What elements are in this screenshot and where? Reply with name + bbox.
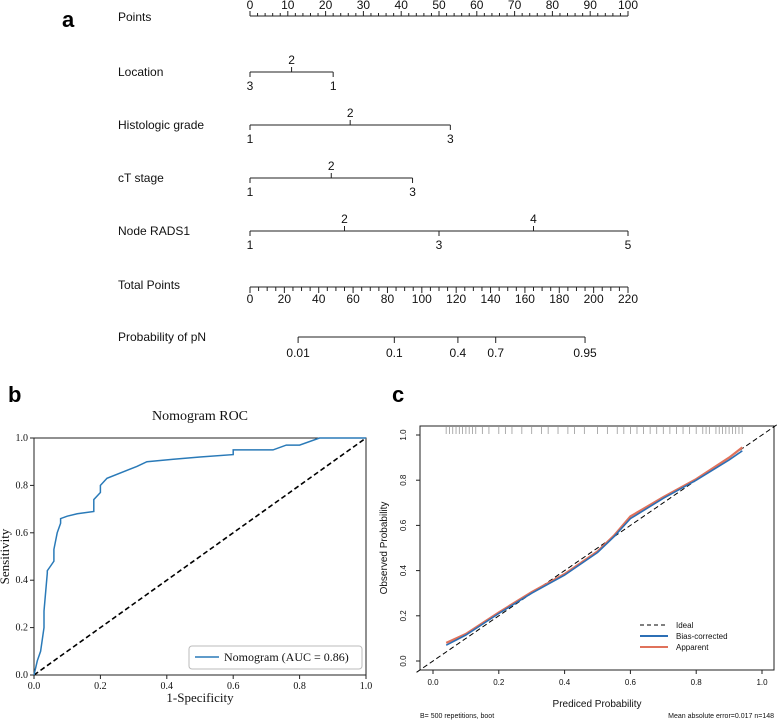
- x-tick-label: 0.4: [161, 681, 174, 692]
- y-tick-label: 0.2: [16, 623, 29, 634]
- x-tick-label: 0.4: [559, 678, 571, 687]
- variable-label: Histologic grade: [118, 118, 204, 132]
- x-tick-label: 1.0: [756, 678, 768, 687]
- total-tick-label: 80: [381, 292, 395, 306]
- roc-curve: [33, 437, 366, 676]
- calibration-y-label: Observed Probability: [379, 502, 390, 595]
- points-tick-label: 20: [319, 0, 333, 12]
- total-tick-label: 220: [618, 292, 638, 306]
- y-tick-label: 0.0: [399, 655, 408, 667]
- total-tick-label: 140: [481, 292, 501, 306]
- total-tick-label: 100: [412, 292, 432, 306]
- ideal-line: [416, 424, 777, 673]
- legend-ideal-label: Ideal: [676, 621, 694, 630]
- x-tick-label: 0.6: [227, 681, 240, 692]
- total-tick-label: 200: [584, 292, 604, 306]
- roc-legend-box: [188, 645, 363, 670]
- probability-tick-label: 0.1: [386, 346, 403, 360]
- points-tick-label: 90: [584, 0, 598, 12]
- roc-panel: b Nomogram ROC 0.00.0 0.2 0.2 0.4 0.4 0.6 0.6 0.8…: [0, 382, 372, 705]
- level-label: 3: [436, 238, 443, 252]
- x-tick-label: 0.6: [625, 678, 637, 687]
- roc-title: Nomogram ROC: [152, 409, 248, 424]
- calibration-panel: c 0.0 0.0 0.2 0.2 0.4 0.4 0.6 0.6 0.8 0.8 1.0 1.0 Pre…: [379, 382, 777, 720]
- footnote-right: Mean absolute error=0.017 n=148: [668, 713, 774, 720]
- y-tick-label: 0.0: [16, 670, 29, 681]
- roc-legend-label: Nomogram (AUC = 0.86): [224, 650, 349, 664]
- roc-y-label: Sensitivity: [0, 528, 12, 584]
- level-label: 3: [247, 79, 254, 93]
- roc-plot-frame: [33, 437, 367, 676]
- level-label: 1: [247, 238, 254, 252]
- level-label: 1: [247, 185, 254, 199]
- level-label: 1: [330, 79, 337, 93]
- level-label: 2: [341, 212, 348, 226]
- total-tick-label: 0: [247, 292, 254, 306]
- x-tick-label: 0.2: [94, 681, 107, 692]
- points-tick-label: 10: [281, 0, 295, 12]
- y-tick-label: 0.6: [16, 528, 29, 539]
- x-tick-label: 0.0: [28, 681, 41, 692]
- roc-x-label: 1-Specificity: [166, 690, 234, 705]
- legend-bias-corrected-label: Bias-corrected: [676, 632, 728, 641]
- panel-letter-c: c: [392, 382, 404, 407]
- y-tick-label: 1.0: [16, 433, 29, 444]
- probability-tick-label: 0.01: [286, 346, 310, 360]
- legend-apparent-label: Apparent: [676, 643, 709, 652]
- level-label: 2: [288, 53, 295, 67]
- points-tick-label: 70: [508, 0, 522, 12]
- level-label: 2: [328, 159, 335, 173]
- y-tick-label: 0.8: [16, 480, 29, 491]
- y-tick-label: 0.4: [399, 564, 408, 576]
- x-tick-label: 1.0: [360, 681, 373, 692]
- reference-diagonal: [33, 437, 367, 676]
- level-label: 2: [347, 106, 354, 120]
- probability-tick-label: 0.95: [573, 346, 597, 360]
- level-label: 3: [447, 132, 454, 146]
- calibration-x-label: Prediced Probability: [553, 699, 642, 710]
- panel-letter-a: a: [62, 7, 75, 32]
- x-tick-label: 0.0: [427, 678, 439, 687]
- points-tick-label: 30: [357, 0, 371, 12]
- points-tick-label: 60: [470, 0, 484, 12]
- level-label: 4: [530, 212, 537, 226]
- variable-label: Node RADS1: [118, 224, 190, 238]
- probability-label: Probability of pN: [118, 330, 206, 344]
- bias-corrected-curve: [445, 450, 743, 646]
- level-label: 1: [247, 132, 254, 146]
- apparent-curve: [445, 446, 743, 644]
- total-tick-label: 160: [515, 292, 535, 306]
- y-tick-label: 0.8: [399, 474, 408, 486]
- points-tick-label: 40: [395, 0, 409, 12]
- total-tick-label: 60: [346, 292, 360, 306]
- footnote-left: B= 500 repetitions, boot: [420, 713, 494, 720]
- level-label: 5: [625, 238, 632, 252]
- x-tick-label: 0.2: [493, 678, 505, 687]
- points-tick-label: 100: [618, 0, 638, 12]
- variable-label: cT stage: [118, 171, 164, 185]
- total-tick-label: 20: [278, 292, 292, 306]
- x-tick-label: 0.8: [293, 681, 306, 692]
- panel-letter-b: b: [8, 382, 21, 407]
- points-tick-label: 80: [546, 0, 560, 12]
- probability-tick-label: 0.7: [487, 346, 504, 360]
- points-tick-label: 50: [432, 0, 446, 12]
- level-label: 3: [409, 185, 416, 199]
- y-tick-label: 1.0: [399, 429, 408, 441]
- y-tick-label: 0.4: [16, 575, 29, 586]
- x-tick-label: 0.8: [691, 678, 703, 687]
- points-axis-label: Points: [118, 10, 151, 24]
- y-tick-label: 0.2: [399, 610, 408, 622]
- total-tick-label: 180: [549, 292, 569, 306]
- total-points-label: Total Points: [118, 278, 180, 292]
- calibration-plot-frame: [419, 425, 775, 671]
- variable-label: Location: [118, 65, 163, 79]
- total-tick-label: 40: [312, 292, 326, 306]
- points-tick-label: 0: [247, 0, 254, 12]
- y-tick-label: 0.6: [399, 519, 408, 531]
- total-tick-label: 120: [446, 292, 466, 306]
- probability-tick-label: 0.4: [450, 346, 467, 360]
